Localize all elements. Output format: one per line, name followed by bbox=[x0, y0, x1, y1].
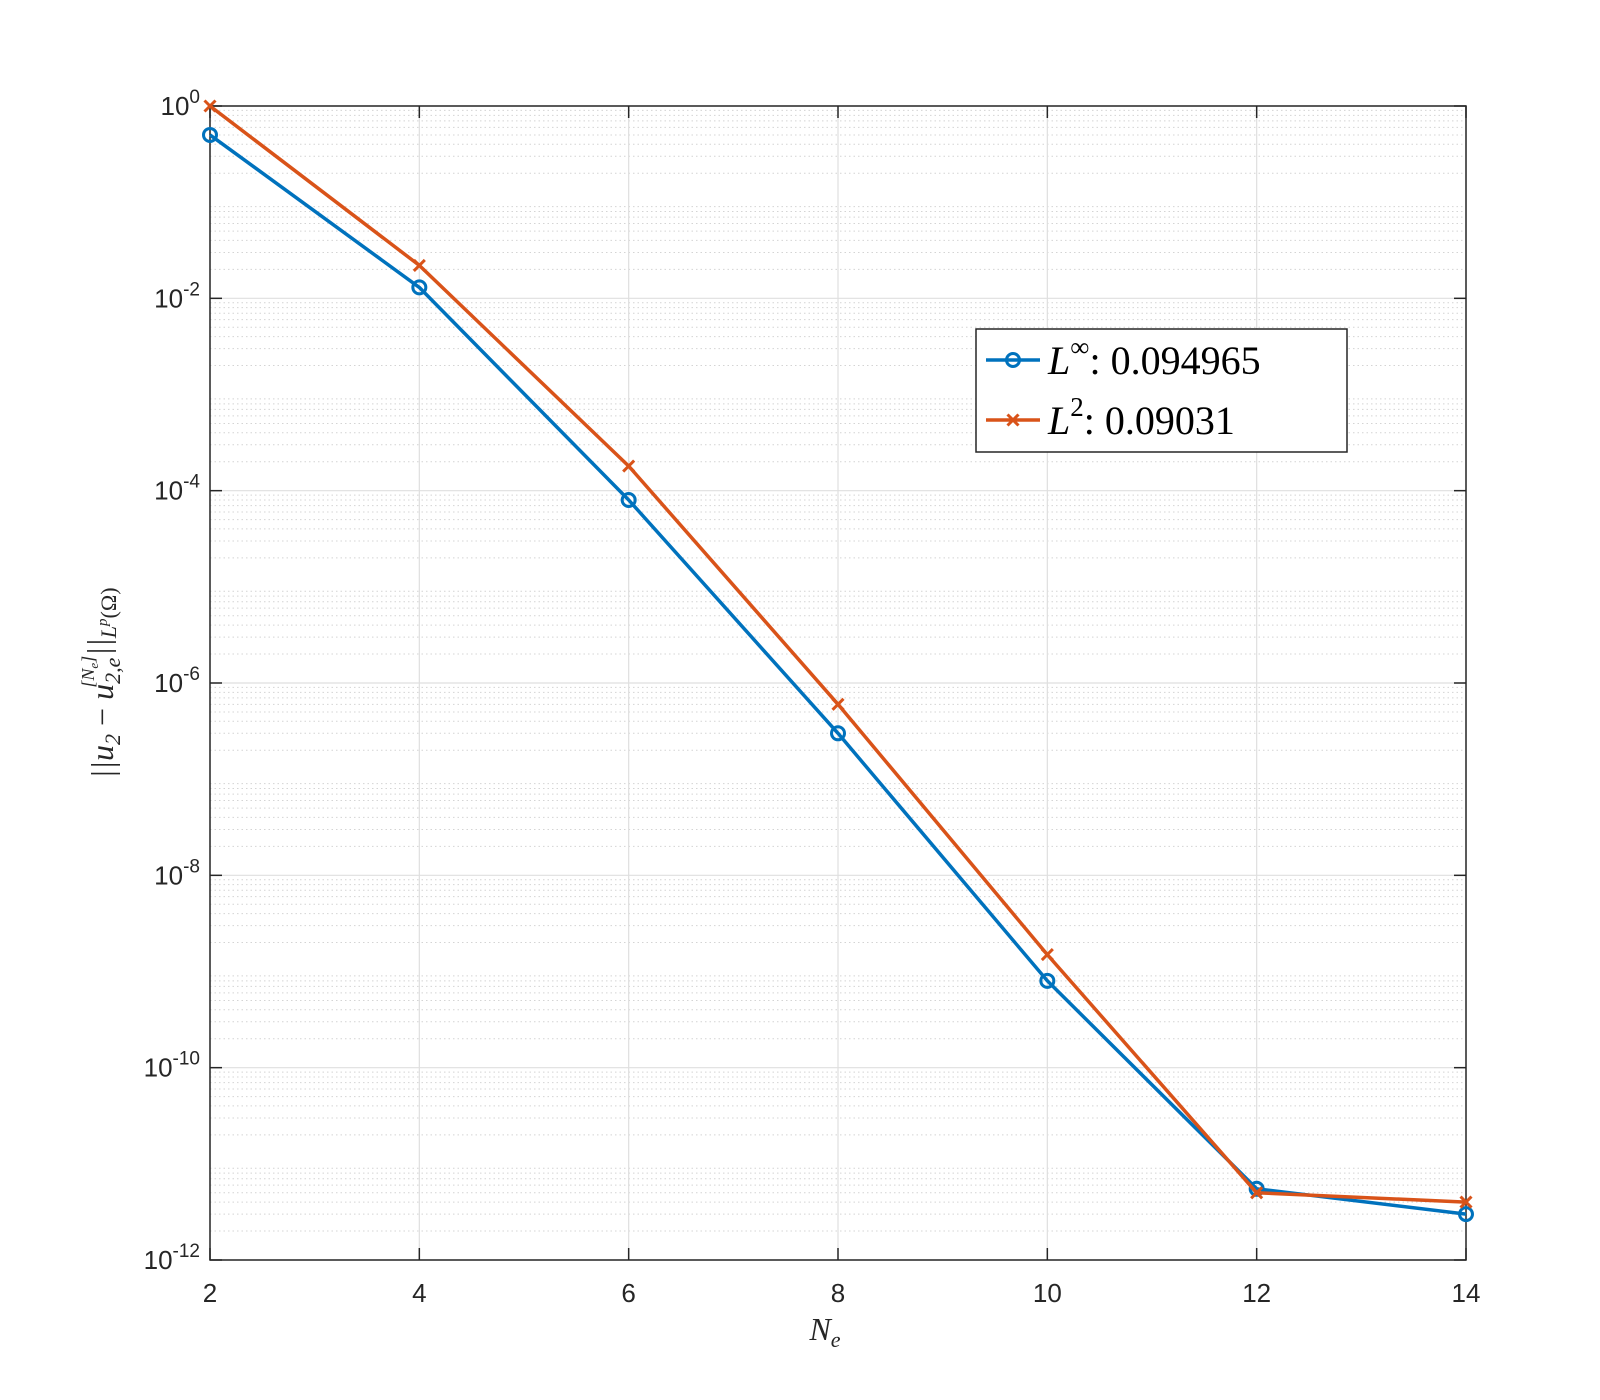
legend-entry: L2: 0.09031 bbox=[986, 392, 1235, 443]
x-marker-stroke bbox=[1040, 948, 1054, 962]
y-axis-label: ||u2 − u2,e[Ne]||Lp(Ω) bbox=[78, 587, 125, 778]
x-marker-stroke bbox=[1459, 1195, 1473, 1209]
data-point bbox=[831, 697, 845, 711]
data-point bbox=[1459, 1195, 1473, 1209]
series-layer bbox=[202, 99, 1474, 1223]
x-marker-stroke bbox=[1006, 413, 1020, 427]
legend-label: L∞: 0.094965 bbox=[1047, 332, 1261, 383]
legend-marker bbox=[1006, 413, 1020, 427]
data-point bbox=[830, 725, 846, 742]
y-tick-label: 10-8 bbox=[154, 856, 200, 890]
series-line bbox=[208, 133, 1467, 1216]
legend-label: L2: 0.09031 bbox=[1047, 392, 1235, 443]
data-point bbox=[622, 459, 636, 473]
x-tick-label: 10 bbox=[1033, 1278, 1062, 1308]
x-marker-stroke bbox=[622, 459, 636, 473]
y-tick-label: 10-10 bbox=[144, 1049, 200, 1083]
data-point bbox=[412, 258, 426, 272]
x-marker-stroke bbox=[1250, 1186, 1264, 1200]
data-point bbox=[202, 126, 218, 143]
series-l-2 bbox=[203, 99, 1473, 1209]
x-marker-stroke bbox=[412, 258, 426, 272]
data-point bbox=[203, 99, 217, 113]
y-tick-label: 10-12 bbox=[144, 1241, 200, 1275]
x-tick-label: 12 bbox=[1242, 1278, 1271, 1308]
data-point bbox=[411, 279, 428, 296]
data-point bbox=[620, 491, 637, 508]
legend: L∞: 0.094965 L2: 0.09031 bbox=[975, 328, 1348, 453]
y-tick-label: 10-4 bbox=[154, 472, 200, 506]
x-tick-label: 2 bbox=[203, 1278, 217, 1308]
y-tick-label: 10-6 bbox=[154, 664, 200, 698]
legend-marker bbox=[1005, 352, 1021, 368]
data-point bbox=[1458, 1206, 1474, 1223]
legend-entry: L∞: 0.094965 bbox=[986, 332, 1261, 383]
y-tick-label: 100 bbox=[161, 87, 201, 121]
data-point bbox=[1250, 1186, 1264, 1200]
grid-layer bbox=[209, 105, 1467, 1261]
x-tick-label: 4 bbox=[412, 1278, 426, 1308]
legend-box bbox=[975, 328, 1348, 453]
data-point bbox=[1039, 972, 1056, 989]
x-tick-label: 14 bbox=[1452, 1278, 1481, 1308]
data-point bbox=[1040, 948, 1054, 962]
y-tick-label: 10-2 bbox=[154, 279, 200, 313]
x-tick-label: 8 bbox=[831, 1278, 845, 1308]
x-axis-label: Ne bbox=[808, 1311, 840, 1352]
series-l-inf bbox=[202, 126, 1474, 1223]
x-marker-stroke bbox=[203, 99, 217, 113]
x-tick-label: 6 bbox=[621, 1278, 635, 1308]
data-point bbox=[1248, 1180, 1265, 1197]
x-marker-stroke bbox=[831, 697, 845, 711]
ticks-layer: 2 4 6 8 10 12 14 100 10-2 10-4 10-6 10-8 10-10 10-12 bbox=[144, 87, 1481, 1308]
